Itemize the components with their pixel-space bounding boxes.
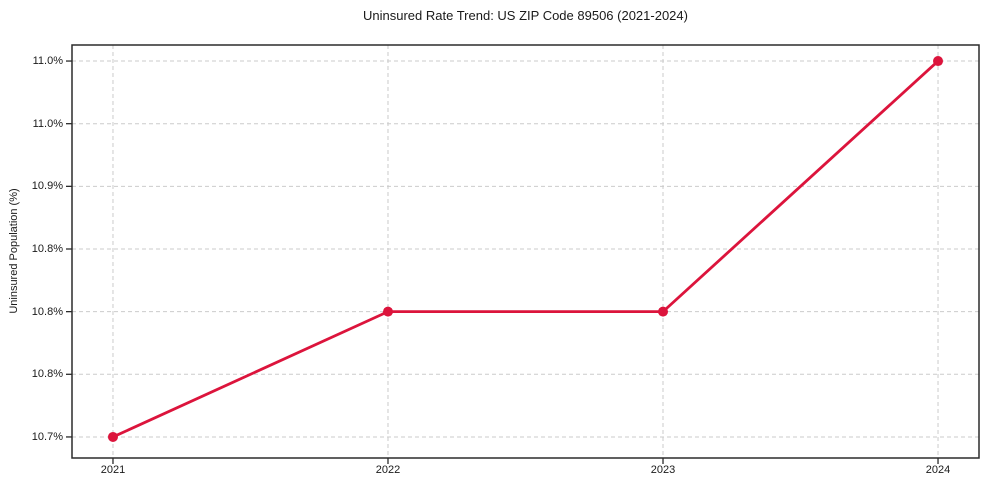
data-point-marker — [658, 306, 669, 317]
data-point-marker — [933, 56, 944, 67]
y-tick-label: 11.0% — [32, 55, 63, 68]
x-tick-label: 2021 — [100, 464, 126, 476]
trend-line — [111, 59, 940, 439]
y-tick-label: 10.8% — [31, 242, 63, 255]
y-tick-label: 10.9% — [31, 180, 63, 193]
y-tick-label: 11.0% — [32, 117, 63, 130]
x-tick-label: 2024 — [925, 464, 951, 476]
chart-title: Uninsured Rate Trend: US ZIP Code 89506 … — [363, 8, 688, 23]
data-point-marker — [382, 306, 393, 317]
plot-border — [71, 44, 980, 459]
x-tick-label: 2022 — [375, 464, 401, 476]
y-tick-label: 10.8% — [31, 368, 63, 381]
y-tick-label: 10.8% — [31, 305, 63, 318]
data-point-marker — [107, 431, 118, 442]
x-tick-label: 2023 — [650, 464, 676, 476]
y-tick-label: 10.7% — [31, 430, 63, 443]
